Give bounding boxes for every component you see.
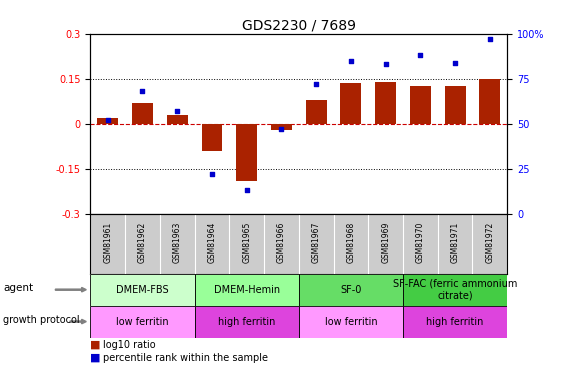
Text: DMEM-Hemin: DMEM-Hemin [213,285,280,295]
Bar [271,124,292,130]
Bar [299,274,403,306]
Text: GSM81962: GSM81962 [138,222,147,263]
Point [346,58,356,64]
Text: high ferritin: high ferritin [218,316,275,327]
Bar [195,274,298,306]
Text: GSM81966: GSM81966 [277,222,286,263]
Text: ■: ■ [90,353,101,363]
Text: GSM81964: GSM81964 [208,222,216,263]
Bar [403,274,507,306]
Point [173,108,182,114]
Text: GSM81961: GSM81961 [103,222,113,263]
Point [208,171,217,177]
Bar [299,306,403,338]
Title: GDS2230 / 7689: GDS2230 / 7689 [242,19,356,33]
Text: low ferritin: low ferritin [325,316,377,327]
Text: GSM81969: GSM81969 [381,222,390,263]
Text: ■: ■ [90,340,101,350]
Point [242,188,251,194]
Bar [236,124,257,181]
Text: SF-0: SF-0 [340,285,361,295]
Text: high ferritin: high ferritin [426,316,484,327]
Point [381,62,390,68]
Bar [375,82,396,124]
Bar [403,306,507,338]
Bar [167,115,188,124]
Point [451,60,460,66]
Bar [97,118,118,124]
Bar [479,79,500,124]
Text: log10 ratio: log10 ratio [103,340,156,350]
Bar [90,274,195,306]
Text: GSM81971: GSM81971 [451,222,459,263]
Text: GSM81965: GSM81965 [242,222,251,263]
Point [416,53,425,58]
Text: growth protocol: growth protocol [3,315,79,325]
Bar [202,124,222,151]
Bar [195,306,298,338]
Point [277,126,286,132]
Text: SF-FAC (ferric ammonium
citrate): SF-FAC (ferric ammonium citrate) [393,279,517,300]
Point [138,88,147,94]
Text: GSM81967: GSM81967 [312,222,321,263]
Bar [305,100,326,124]
Text: GSM81970: GSM81970 [416,222,425,263]
Bar [132,103,153,124]
Bar [445,86,465,124]
Text: agent: agent [3,283,33,293]
Text: GSM81963: GSM81963 [173,222,182,263]
Point [103,117,113,123]
Bar [410,86,431,124]
Bar [90,306,195,338]
Text: low ferritin: low ferritin [116,316,169,327]
Point [311,81,321,87]
Bar [340,83,361,124]
Text: GSM81972: GSM81972 [485,222,494,263]
Point [485,36,494,42]
Text: DMEM-FBS: DMEM-FBS [116,285,169,295]
Text: GSM81968: GSM81968 [346,222,356,263]
Text: percentile rank within the sample: percentile rank within the sample [103,353,268,363]
